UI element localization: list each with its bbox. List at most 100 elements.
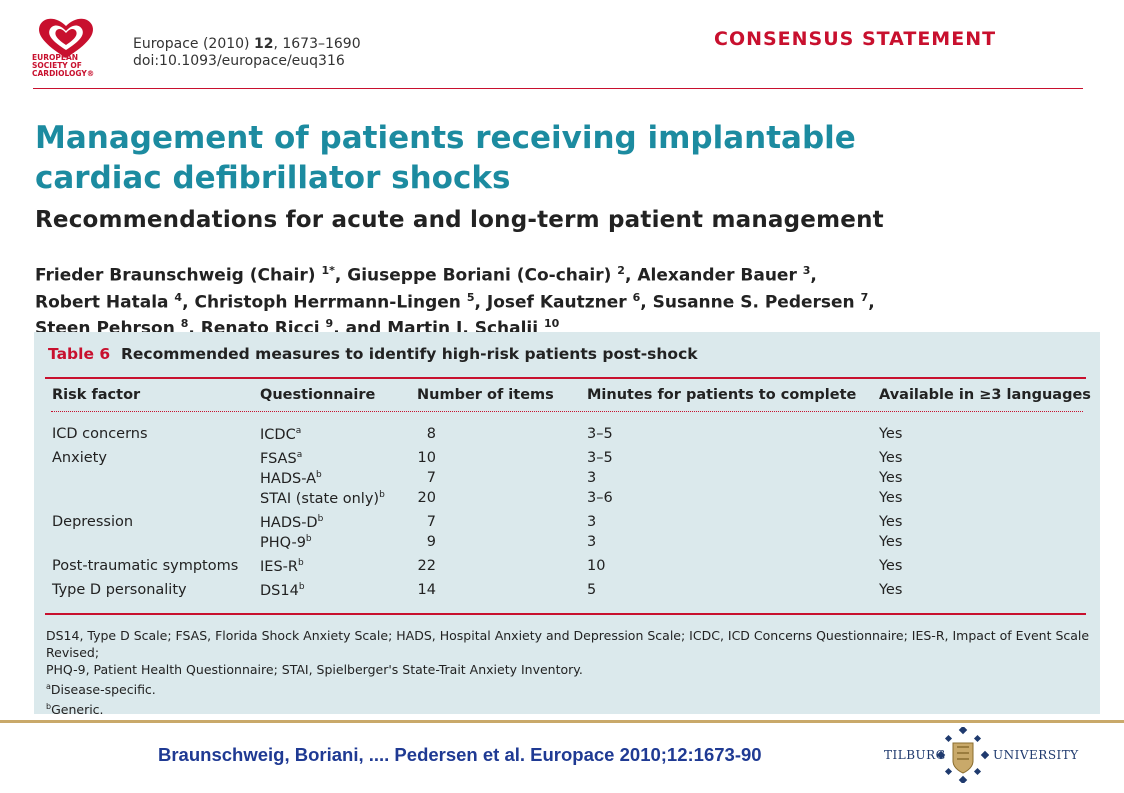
questionnaire-footnote-mark: a <box>296 450 303 460</box>
author-name: Christoph Herrmann-Lingen <box>194 292 461 313</box>
questionnaire-footnote-mark: a <box>295 426 302 436</box>
author-affiliation: 9 <box>325 317 334 331</box>
cell-minutes: 3 <box>587 514 597 530</box>
author-separator: , <box>810 265 817 286</box>
questionnaire-name: FSAS <box>260 450 297 467</box>
header-risk-factor: Risk factor <box>52 387 141 403</box>
author-separator: , <box>624 265 638 286</box>
article-category: CONSENSUS STATEMENT <box>714 28 997 50</box>
author-separator: , <box>188 318 201 339</box>
questionnaire-name: HADS-A <box>260 470 317 487</box>
author-name: Giuseppe Boriani (Co-chair) <box>347 265 612 286</box>
author-separator: , <box>182 292 195 313</box>
author-name: Robert Hatala <box>35 292 169 313</box>
journal-reference: Europace (2010) 12, 1673–1690 doi:10.109… <box>133 36 361 70</box>
title-line-2: cardiac defibrillator shocks <box>35 160 511 196</box>
cell-number-of-items: 20 <box>417 490 436 506</box>
journal-doi[interactable]: doi:10.1093/europace/euq316 <box>133 53 345 69</box>
cell-questionnaire: HADS-Ab <box>260 470 322 487</box>
author-affiliation: 2 <box>617 264 625 277</box>
article-subtitle: Recommendations for acute and long-term … <box>35 207 884 233</box>
cell-risk-factor: Anxiety <box>52 450 107 466</box>
logo-line-2: SOCIETY OF <box>32 61 82 70</box>
questionnaire-footnote-mark: b <box>316 470 322 480</box>
author-affiliation: 8 <box>180 317 189 331</box>
footnote-b-text: Generic. <box>51 702 104 718</box>
cell-number-of-items: 14 <box>417 582 436 598</box>
header-questionnaire: Questionnaire <box>260 387 376 403</box>
journal-name: Europace (2010) <box>133 36 254 52</box>
author-affiliation: 10 <box>544 317 560 331</box>
esc-heart-logo-icon <box>39 18 93 58</box>
header-minutes: Minutes for patients to complete <box>587 387 857 403</box>
cell-minutes: 3 <box>587 534 597 550</box>
cell-minutes: 3–5 <box>587 426 613 442</box>
header-languages: Available in ≥3 languages <box>879 387 1091 403</box>
author-name: Josef Kautzner <box>486 292 627 313</box>
journal-volume: 12 <box>253 36 274 52</box>
footnote-abbreviations-1: DS14, Type D Scale; FSAS, Florida Shock … <box>46 628 1090 660</box>
header-divider <box>33 88 1083 89</box>
cell-questionnaire: PHQ-9b <box>260 534 312 551</box>
questionnaire-footnote-mark: b <box>317 514 324 524</box>
cell-languages: Yes <box>879 582 903 598</box>
cell-minutes: 3–5 <box>587 450 613 466</box>
questionnaire-footnote-mark: b <box>305 534 312 544</box>
table-label: Table 6 <box>48 345 111 363</box>
tilburg-logo-word-left: TILBURG <box>884 748 946 762</box>
cell-questionnaire: DS14b <box>260 582 305 599</box>
questionnaire-name: IES-R <box>260 558 298 575</box>
questionnaire-name: DS14 <box>260 582 299 599</box>
cell-number-of-items: 7 <box>426 470 436 486</box>
cell-risk-factor: Post-traumatic symptoms <box>52 558 239 574</box>
author-separator: , <box>868 292 875 313</box>
tilburg-university-emblem-icon <box>937 727 989 783</box>
footnote-b-mark: b <box>46 702 52 712</box>
cell-risk-factor: Type D personality <box>52 582 187 598</box>
cell-minutes: 3 <box>587 470 597 486</box>
logo-line-1: EUROPEAN <box>32 53 79 62</box>
author-name: Susanne S. Pedersen <box>652 292 855 313</box>
esc-logo-text: EUROPEAN SOCIETY OF CARDIOLOGY® <box>32 54 112 78</box>
cell-risk-factor: Depression <box>52 514 134 530</box>
cell-languages: Yes <box>879 558 903 574</box>
questionnaire-name: HADS-D <box>260 514 318 531</box>
questionnaire-name: STAI (state only) <box>260 490 380 507</box>
table-caption: Table 6 Recommended measures to identify… <box>48 345 698 363</box>
cell-questionnaire: ICDCa <box>260 426 301 443</box>
cell-languages: Yes <box>879 426 903 442</box>
footnote-b: bGeneric. <box>46 698 1096 718</box>
cell-number-of-items: 10 <box>417 450 436 466</box>
author-affiliation: 3 <box>802 264 811 277</box>
header-number-of-items: Number of items <box>417 387 554 403</box>
cell-risk-factor: ICD concerns <box>52 426 148 442</box>
author-list: Frieder Braunschweig (Chair) 1*, Giusepp… <box>35 260 1105 340</box>
footer-divider <box>0 720 1124 723</box>
cell-questionnaire: HADS-Db <box>260 514 323 531</box>
cell-questionnaire: STAI (state only)b <box>260 490 385 507</box>
author-affiliation: 6 <box>632 290 641 304</box>
table-bottom-rule <box>45 613 1086 615</box>
table-header-dotted-rule <box>51 411 1083 412</box>
cell-number-of-items: 9 <box>426 534 436 550</box>
cell-languages: Yes <box>879 490 903 506</box>
table-top-rule <box>45 377 1086 379</box>
cell-languages: Yes <box>879 534 903 550</box>
cell-number-of-items: 22 <box>417 558 436 574</box>
cell-number-of-items: 7 <box>426 514 436 530</box>
footnote-a-mark: a <box>46 682 51 691</box>
questionnaire-footnote-mark: b <box>298 582 305 592</box>
slide-citation: Braunschweig, Boriani, .... Pedersen et … <box>158 744 762 765</box>
cell-languages: Yes <box>879 470 903 486</box>
cell-minutes: 3–6 <box>587 490 613 506</box>
questionnaire-name: PHQ-9 <box>260 534 306 551</box>
title-line-1: Management of patients receiving implant… <box>35 120 856 156</box>
author-line: Robert Hatala 4, Christoph Herrmann-Ling… <box>35 287 1105 314</box>
questionnaire-footnote-mark: b <box>379 490 385 500</box>
article-title: Management of patients receiving implant… <box>35 118 1095 198</box>
author-affiliation: 5 <box>466 290 475 304</box>
cell-minutes: 5 <box>587 582 597 598</box>
author-affiliation: 1* <box>321 264 335 277</box>
footnote-a-text: Disease-specific. <box>50 682 156 698</box>
questionnaire-name: ICDC <box>260 426 296 443</box>
